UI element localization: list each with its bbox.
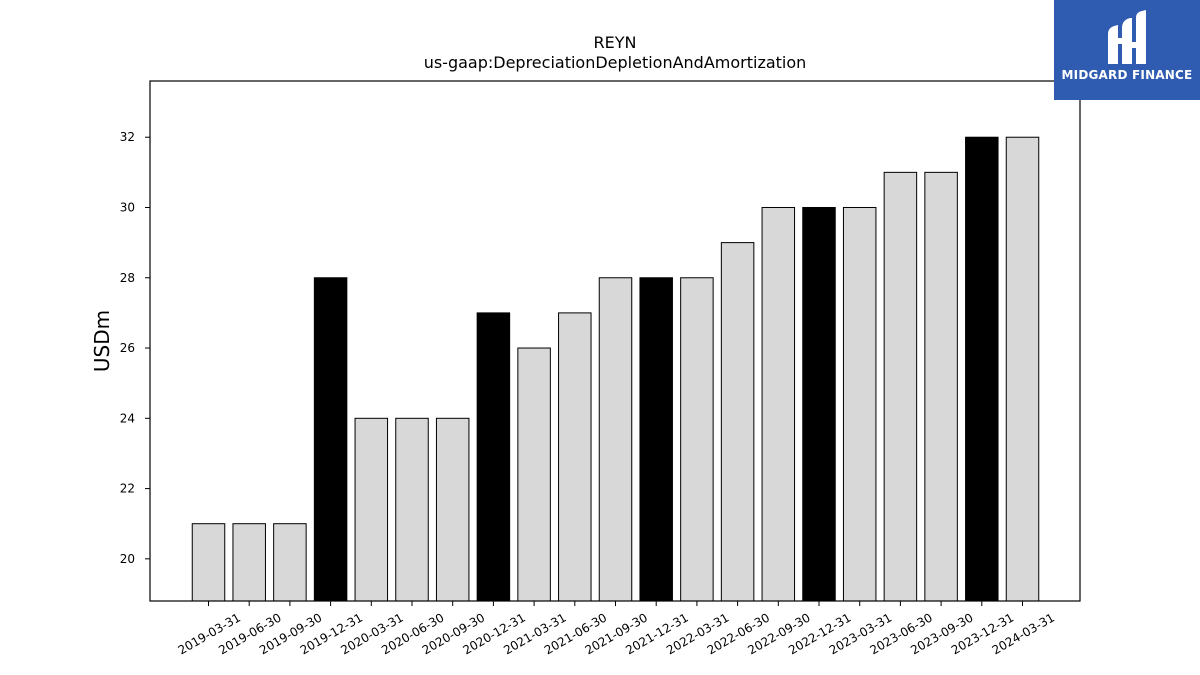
bar <box>1005 136 1040 602</box>
logo-text: MIDGARD FINANCE <box>1061 68 1193 82</box>
y-tick-label: 30 <box>120 200 135 214</box>
midgard-logo-icon <box>1108 10 1146 64</box>
bar <box>517 347 551 602</box>
bar <box>598 277 633 602</box>
bar <box>965 136 999 602</box>
bar <box>680 277 714 602</box>
bar <box>232 523 266 602</box>
bar <box>720 242 755 602</box>
bar <box>191 523 226 602</box>
bar <box>313 277 348 602</box>
y-tick-label: 22 <box>120 482 135 496</box>
bar <box>883 171 918 602</box>
bar <box>476 312 511 602</box>
y-axis-label: USDm <box>90 310 114 372</box>
bar <box>558 312 592 602</box>
plot-area: 2019-03-312019-06-302019-09-302019-12-31… <box>120 80 1081 657</box>
bar <box>842 206 877 602</box>
bar <box>639 277 673 602</box>
y-tick-label: 28 <box>120 271 135 285</box>
bar <box>761 206 796 602</box>
chart-title: REYN <box>594 33 637 52</box>
plot-frame <box>149 80 1081 602</box>
bar <box>802 206 836 602</box>
y-tick-label: 26 <box>120 341 135 355</box>
chart-subtitle: us-gaap:DepreciationDepletionAndAmortiza… <box>424 53 807 72</box>
bar <box>354 417 389 602</box>
brand-logo: MIDGARD FINANCE <box>1054 0 1200 100</box>
y-tick-label: 24 <box>120 411 135 425</box>
bar <box>924 171 958 602</box>
bar <box>435 417 470 602</box>
bar <box>273 523 307 602</box>
bar <box>395 417 429 602</box>
y-tick-label: 20 <box>120 552 135 566</box>
y-tick-label: 32 <box>120 130 135 144</box>
